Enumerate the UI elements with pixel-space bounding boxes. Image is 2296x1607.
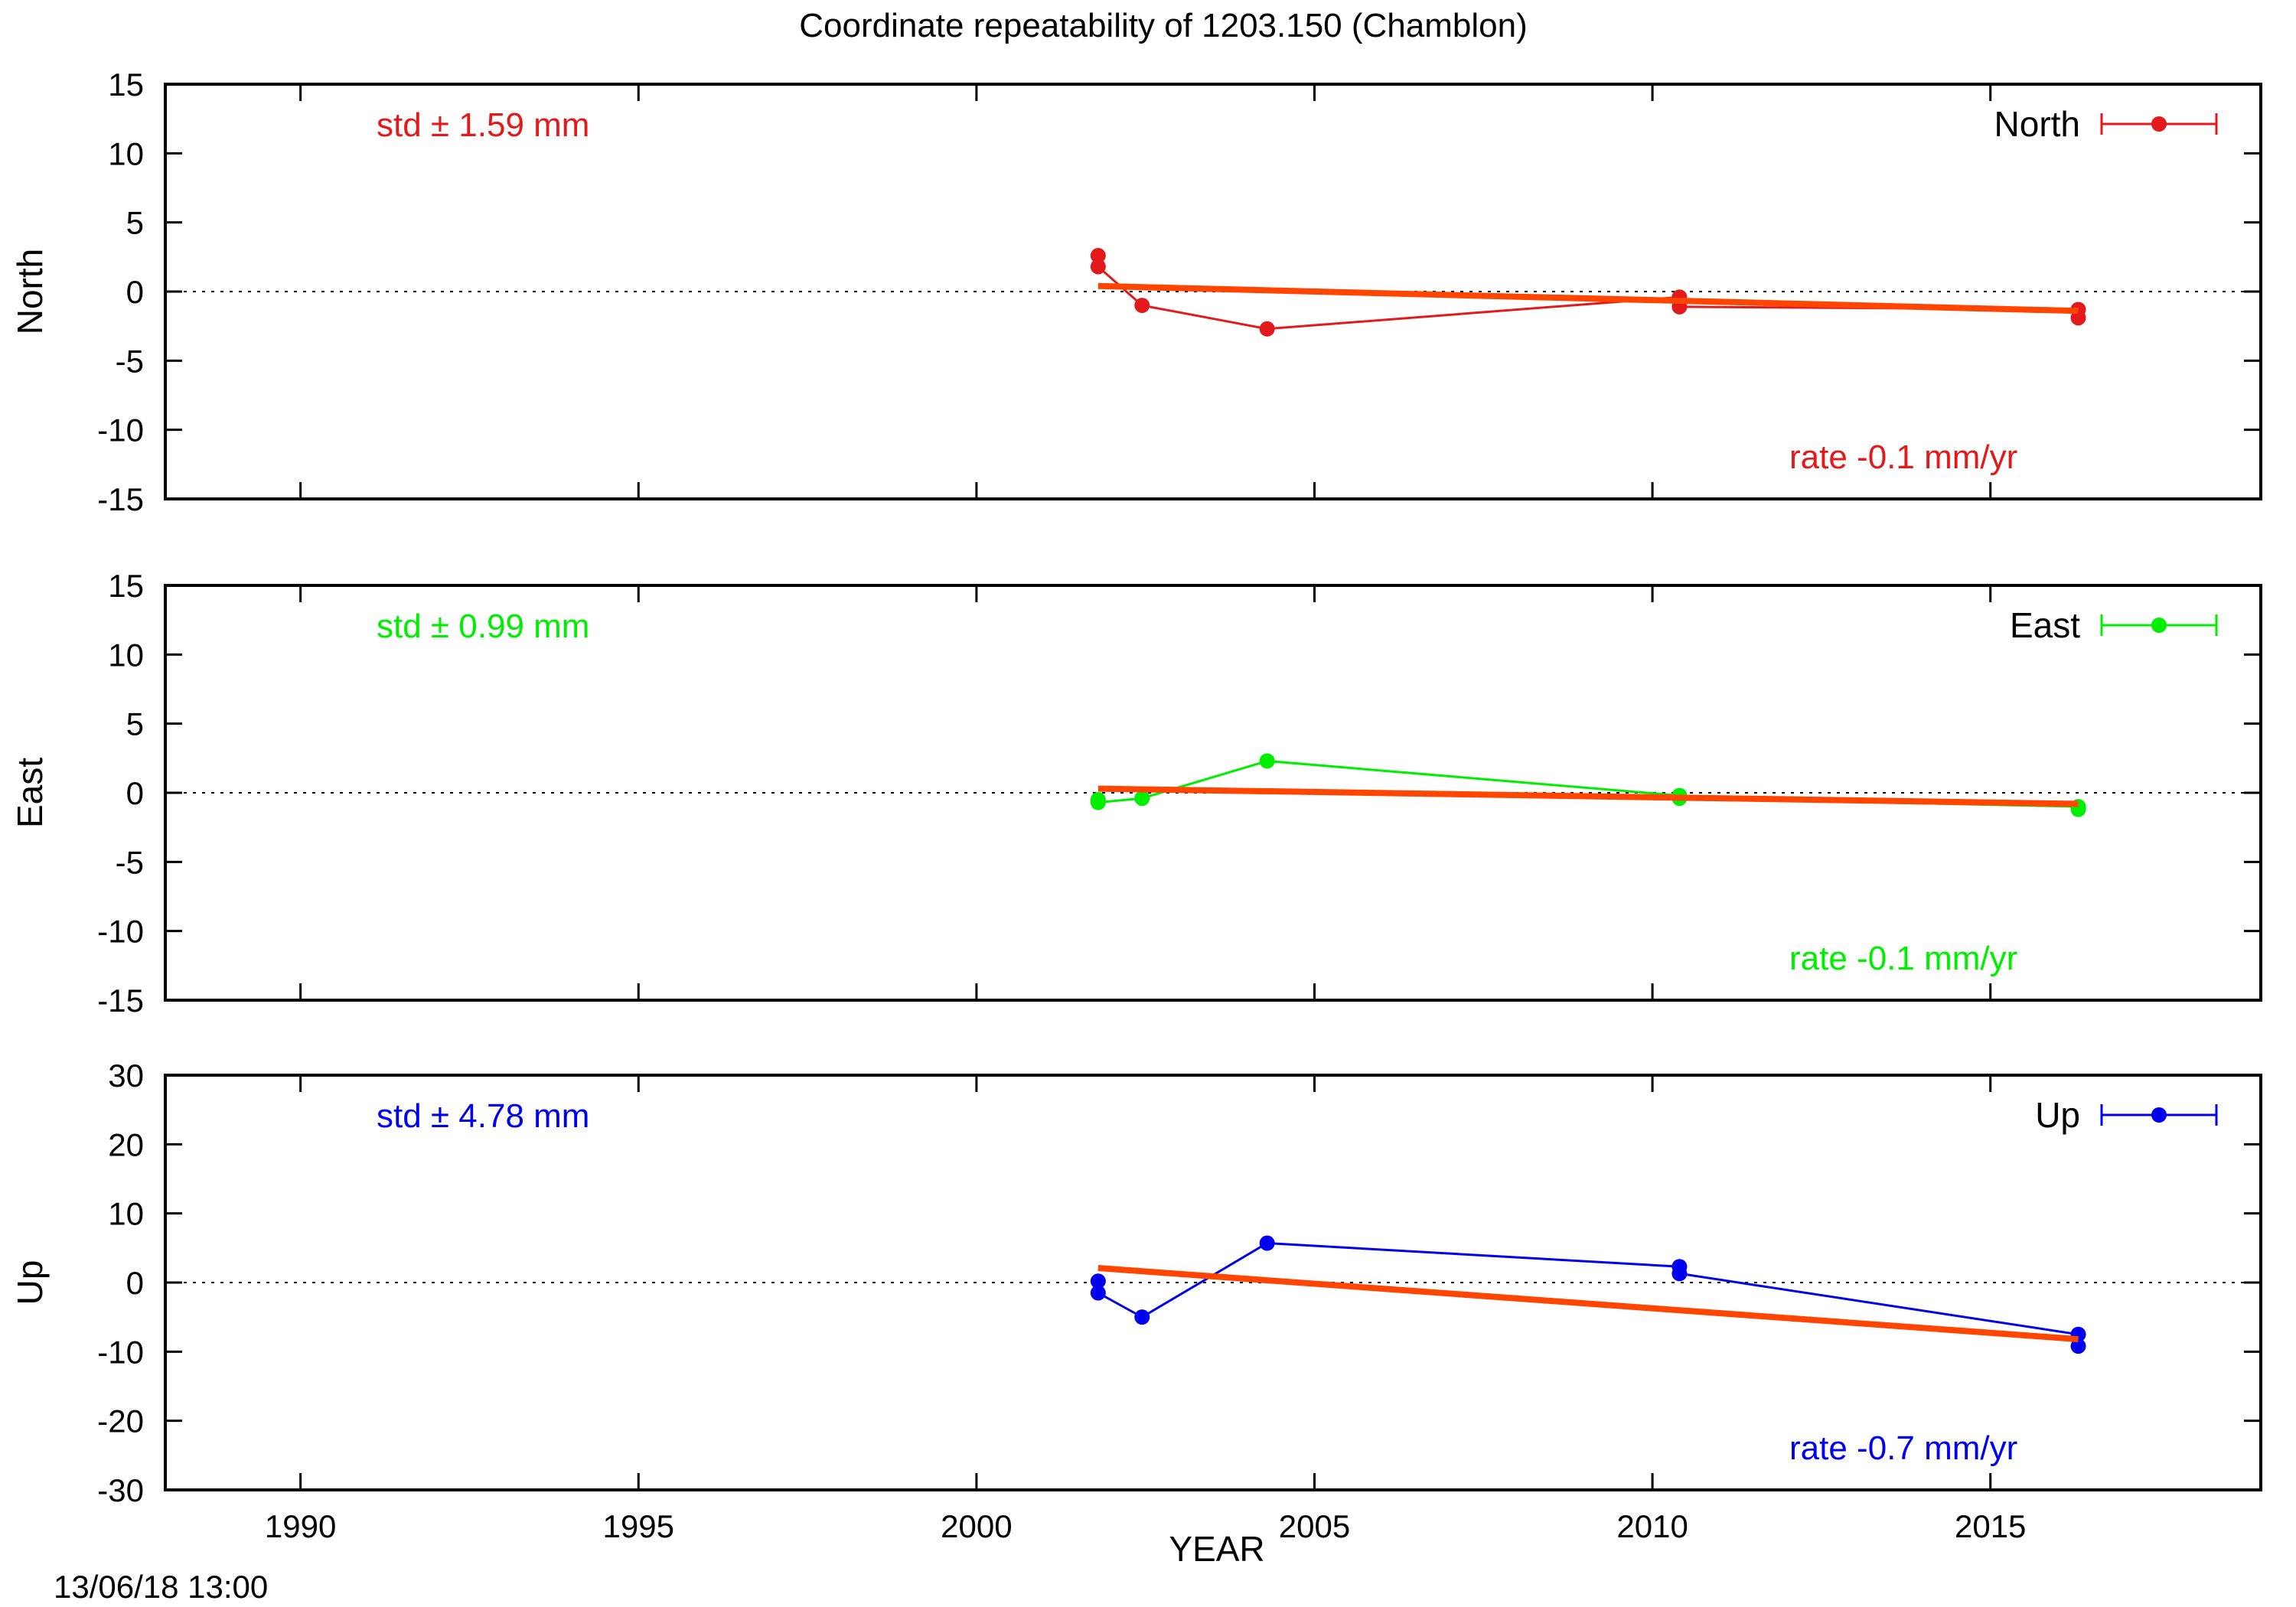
up-data-point [1259,1235,1275,1251]
east-y-tick-label: 15 [108,568,144,604]
up-y-tick-label: 0 [126,1265,144,1301]
east-legend-marker [2151,618,2167,633]
up-std-label: std ± 4.78 mm [377,1097,589,1135]
east-y-tick-label: 5 [126,706,144,742]
up-data-point [1671,1266,1688,1282]
north-trend-line [1097,282,2079,315]
east-rate-label: rate -0.1 mm/yr [1789,940,2017,977]
east-plot-frame [164,584,2262,1002]
north-data-point [1090,248,1106,264]
up-y-tick-label: 20 [108,1126,144,1162]
east-y-tick-label: -10 [97,914,144,950]
north-y-tick-label: 15 [108,67,144,103]
north-y-tick-label: 10 [108,135,144,171]
up-trend-line [1097,1265,2079,1343]
up-rate-label: rate -0.7 mm/yr [1789,1429,2017,1467]
up-y-tick-label: -20 [97,1403,144,1439]
east-data-point [1134,790,1150,807]
north-y-tick-label: 0 [126,274,144,310]
chart-title: Coordinate repeatability of 1203.150 (Ch… [799,7,1527,44]
east-y-tick-label: 10 [108,637,144,673]
north-plot-frame [164,83,2262,500]
north-legend-label: North [1994,104,2080,144]
x-tick-label: 1990 [265,1508,336,1544]
north-data-point [1090,259,1106,275]
east-y-tick-label: 0 [126,775,144,811]
x-tick-label: 2005 [1279,1508,1350,1544]
east-y-tick-label: -15 [97,983,144,1019]
x-tick-label: 1995 [603,1508,674,1544]
east-std-label: std ± 0.99 mm [377,608,589,645]
north-data-point [2070,310,2086,326]
x-tick-label: 2000 [941,1508,1012,1544]
x-tick-label: 2015 [1955,1508,2026,1544]
up-data-point [1090,1273,1106,1289]
east-y-axis-title: East [10,758,50,828]
x-axis-title: YEAR [1169,1529,1264,1569]
timestamp: 13/06/18 13:00 [54,1569,268,1605]
up-y-tick-label: 10 [108,1196,144,1232]
up-y-axis-title: Up [10,1260,50,1305]
north-y-tick-label: -5 [116,343,144,379]
up-series-line [1097,1241,2080,1347]
north-y-tick-label: -10 [97,412,144,448]
x-tick-label: 2010 [1616,1508,1688,1544]
north-y-tick-label: -15 [97,481,144,517]
east-y-tick-label: -5 [116,844,144,880]
east-data-point [1259,753,1275,769]
north-y-tick-label: 5 [126,205,144,241]
up-data-point [1134,1309,1150,1325]
east-trend-line [1097,785,2079,807]
north-rate-label: rate -0.1 mm/yr [1789,438,2017,476]
north-y-axis-title: North [10,249,50,334]
north-std-label: std ± 1.59 mm [377,106,589,144]
up-legend-label: Up [2035,1095,2080,1135]
up-legend-marker [2151,1107,2167,1123]
north-panel: -15 -10 -5 0 5 10 15 North std ± 1.59 mm rate -0.… [10,67,2262,517]
north-legend-marker [2151,116,2167,132]
up-data-point [1090,1285,1106,1301]
panels: -15 -10 -5 0 5 10 15 North std ± 1.59 mm rate -0.… [10,67,2262,1544]
east-legend-label: East [2010,605,2080,645]
east-panel: -15 -10 -5 0 5 10 15 East std ± 0.99 mm rate -0.1… [10,568,2262,1019]
up-y-tick-label: 30 [108,1058,144,1094]
north-data-point [1134,298,1150,314]
east-data-point [1090,794,1106,810]
up-plot-frame [164,1074,2262,1491]
up-data-point [2070,1338,2086,1354]
up-y-tick-label: -10 [97,1334,144,1370]
up-panel: -30 -20 -10 0 10 20 30 1990 1995 2000 2005 2010 2015… [10,1058,2262,1544]
up-y-tick-label: -30 [97,1472,144,1508]
north-data-point [1259,321,1275,337]
